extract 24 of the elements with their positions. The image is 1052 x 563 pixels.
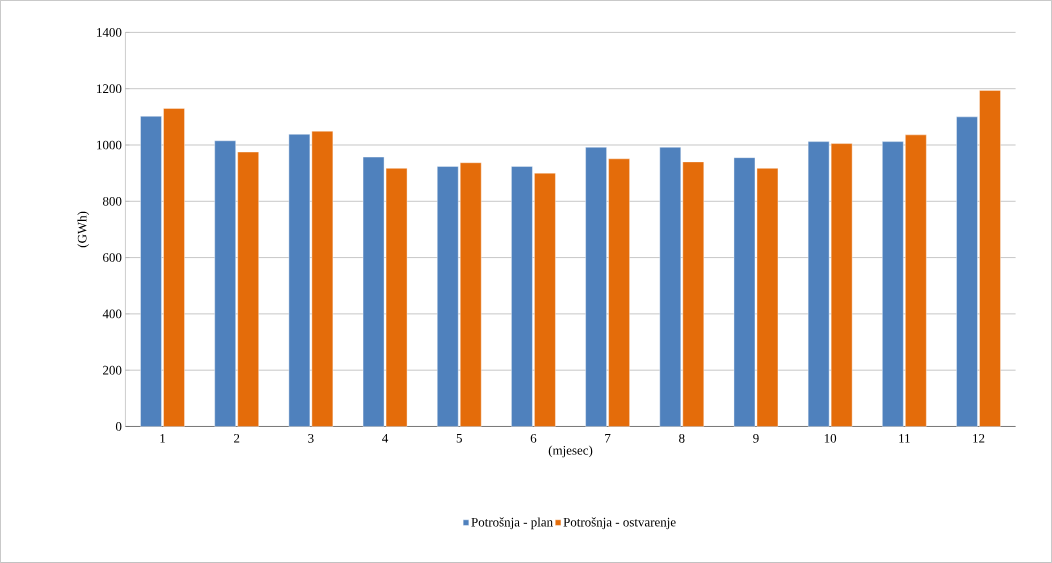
x-tick-label: 10 <box>824 434 837 443</box>
y-tick-label: 800 <box>102 196 122 206</box>
x-tick-label: 12 <box>973 434 985 443</box>
y-tick-label: 400 <box>102 309 122 319</box>
legend-label: Potrošnja - plan <box>471 517 553 530</box>
x-tick-label: 1 <box>160 434 165 443</box>
y-tick-label: 1400 <box>97 28 122 37</box>
x-tick-label: 8 <box>679 434 685 443</box>
y-tick-label: 1000 <box>97 140 122 150</box>
y-tick-label: 0 <box>115 422 122 431</box>
y-tick-label: 200 <box>103 365 122 375</box>
x-tick-label: 11 <box>899 434 910 443</box>
x-tick-label: 3 <box>308 434 314 443</box>
x-tick-label: 7 <box>605 434 611 443</box>
y-tick-label: 1200 <box>97 84 122 94</box>
x-tick-label: 2 <box>234 434 240 443</box>
x-tick-label: 5 <box>456 434 462 443</box>
x-axis-title: (mjesec) <box>548 445 593 458</box>
x-tick-label: 9 <box>753 434 759 443</box>
x-tick-label: 6 <box>530 434 537 443</box>
y-tick-label: 600 <box>103 253 122 263</box>
y-axis-title: (GWh) <box>77 211 90 248</box>
x-tick-label: 4 <box>382 434 389 443</box>
legend-label: Potrošnja - ostvarenje <box>563 517 676 530</box>
